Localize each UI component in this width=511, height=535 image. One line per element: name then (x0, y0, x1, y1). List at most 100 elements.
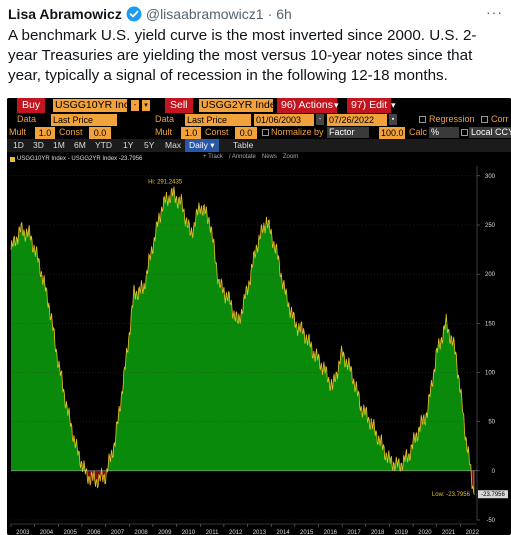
y-tick-label: 300 (485, 174, 496, 180)
sell-label[interactable]: Sell (165, 98, 193, 113)
buy-dropdown-icon[interactable]: - (131, 100, 139, 111)
x-tick-label: 2013 (253, 530, 267, 535)
local-ccy-field[interactable]: Local CCY (469, 127, 511, 138)
tweet-text: A benchmark U.S. yield curve is the most… (8, 27, 477, 84)
x-tick-label: 2011 (206, 530, 220, 535)
tab-daily[interactable]: Daily ▾ (185, 139, 219, 152)
y-tick-label: 200 (485, 272, 496, 278)
separator-dot: · (267, 6, 273, 22)
y-tick-label: 250 (485, 223, 496, 229)
edit-menu[interactable]: 97) Edit (347, 98, 392, 113)
tab-1d[interactable]: 1D (13, 140, 24, 150)
hi-annotation: Hi: 291.2435 (148, 180, 183, 186)
data-row: Data Last Price Data Last Price 01/06/20… (7, 113, 511, 126)
last-value-box (478, 490, 508, 499)
buy-dropdown-arrow-icon[interactable]: ▾ (142, 100, 150, 111)
news-button[interactable]: News (261, 154, 277, 160)
tweet-timestamp[interactable]: 6h (276, 6, 292, 22)
x-tick-label: 2010 (182, 530, 196, 535)
end-date-field[interactable]: 07/26/2022 (327, 114, 387, 126)
corr-label: Corr (491, 114, 509, 124)
y-tick-label: 0 (492, 469, 496, 475)
data-label-2: Data (155, 114, 175, 124)
chart-canvas[interactable]: -50 0 50 100 150 200 250 300 2003 2004 2005 2006 200… (7, 152, 511, 535)
y-tick-label: 50 (488, 420, 495, 426)
const-field-2[interactable]: 0.0 (235, 127, 257, 139)
verified-badge-icon (126, 6, 142, 22)
tab-table[interactable]: Table (233, 140, 254, 150)
mult-field-1[interactable]: 1.0 (35, 127, 55, 139)
positive-area (11, 186, 474, 471)
normalize-checkbox[interactable] (262, 129, 269, 136)
actions-dropdown-icon[interactable]: ▾ (334, 100, 339, 110)
more-options-icon[interactable]: ··· (486, 4, 503, 20)
x-tick-label: 2004 (40, 530, 54, 535)
normalize-type-field[interactable]: Factor (327, 127, 369, 138)
mult-field-2[interactable]: 1.0 (181, 127, 201, 139)
spread-chart[interactable]: -50 0 50 100 150 200 250 300 2003 2004 2005 2006 200… (7, 152, 511, 535)
x-tick-label: 2016 (324, 530, 338, 535)
x-tick-label: 2018 (371, 530, 385, 535)
calendar-icon[interactable]: ▪ (389, 114, 397, 125)
negative-area (11, 470, 474, 495)
y-tick-label: 100 (485, 371, 496, 377)
x-tick-label: 2015 (300, 530, 314, 535)
y-tick-label: -50 (486, 518, 495, 524)
author-name[interactable]: Lisa Abramowicz (8, 6, 122, 22)
author-handle[interactable]: @lisaabramowicz1 (145, 6, 264, 22)
tweet-header: Lisa Abramowicz @lisaabramowicz1 · 6h ··… (8, 4, 505, 24)
regression-label: Regression (429, 114, 475, 124)
date-separator-icon: - (316, 114, 324, 125)
mult-label-1: Mult (9, 127, 27, 137)
data-field-1[interactable]: Last Price (51, 114, 117, 126)
data-label-1: Data (17, 114, 37, 124)
tab-5y[interactable]: 5Y (144, 140, 155, 150)
x-tick-label: 2020 (418, 530, 432, 535)
start-date-field[interactable]: 01/06/2003 (254, 114, 314, 126)
x-tick-label: 2007 (111, 530, 125, 535)
tab-1m[interactable]: 1M (53, 140, 65, 150)
zoom-button[interactable]: Zoom (282, 154, 299, 160)
local-ccy-checkbox[interactable] (461, 129, 468, 136)
x-tick-label: 2008 (134, 530, 148, 535)
actions-menu[interactable]: 96) Actions (277, 98, 337, 113)
x-tick-label: 2005 (63, 530, 77, 535)
const-label-2: Const (205, 127, 229, 137)
legend-text: USGG10YR Index - USGG2YR Index -23.7956 (17, 156, 143, 162)
calc-field[interactable]: % (429, 127, 459, 138)
x-tick-label: 2017 (347, 530, 361, 535)
regression-checkbox[interactable] (419, 116, 426, 123)
x-tick-label: 2006 (87, 530, 101, 535)
buy-label[interactable]: Buy (17, 98, 46, 113)
x-tick-label: 2022 (466, 530, 480, 535)
chart-legend: USGG10YR Index - USGG2YR Index -23.7956 (10, 156, 142, 162)
security-selector-row: Buy USGG10YR Inc - ▾ Sell USGG2YR Inde 9… (7, 98, 511, 113)
x-tick-label: 2014 (276, 530, 290, 535)
tab-3d[interactable]: 3D (33, 140, 44, 150)
timeframe-tabs: 1D 3D 1M 6M YTD 1Y 5Y Max Daily ▾ Table (7, 139, 511, 152)
chart-toolbar: + Track / Annotate News Zoom (203, 154, 298, 160)
track-button[interactable]: + Track (203, 154, 223, 160)
normalize-value-field[interactable]: 100.0 (379, 127, 405, 139)
x-tick-label: 2012 (229, 530, 243, 535)
buy-security-field[interactable]: USGG10YR Inc (53, 99, 130, 112)
x-tick-label: 2021 (442, 530, 456, 535)
spread-line (10, 186, 475, 495)
corr-checkbox[interactable] (481, 116, 488, 123)
tab-6m[interactable]: 6M (74, 140, 86, 150)
tab-max[interactable]: Max (165, 140, 182, 150)
x-tick-label: 2009 (158, 530, 172, 535)
const-field-1[interactable]: 0.0 (89, 127, 111, 139)
data-field-2[interactable]: Last Price (185, 114, 251, 126)
annotate-button[interactable]: / Annotate (228, 154, 256, 160)
multiplier-row: Mult 1.0 Const 0.0 Mult 1.0 Const 0.0 No… (7, 126, 511, 139)
tab-ytd[interactable]: YTD (95, 140, 112, 150)
x-tick-label: 2003 (16, 530, 30, 535)
bloomberg-terminal-screenshot[interactable]: Buy USGG10YR Inc - ▾ Sell USGG2YR Inde 9… (7, 98, 511, 535)
sell-security-field[interactable]: USGG2YR Inde (199, 99, 276, 112)
low-annotation: Low: -23.7956 (432, 492, 471, 498)
edit-dropdown-icon[interactable]: ▾ (391, 100, 396, 110)
x-tick-label: 2019 (395, 530, 409, 535)
tab-1y[interactable]: 1Y (123, 140, 134, 150)
last-value-label: -23.7956 (481, 492, 505, 498)
